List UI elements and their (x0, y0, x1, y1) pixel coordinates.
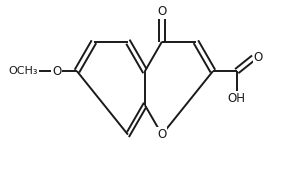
Text: O: O (52, 65, 61, 78)
Text: OCH₃: OCH₃ (8, 66, 38, 76)
Text: OH: OH (228, 92, 246, 105)
Text: O: O (157, 5, 166, 18)
Text: O: O (254, 51, 263, 64)
Text: O: O (157, 128, 166, 141)
